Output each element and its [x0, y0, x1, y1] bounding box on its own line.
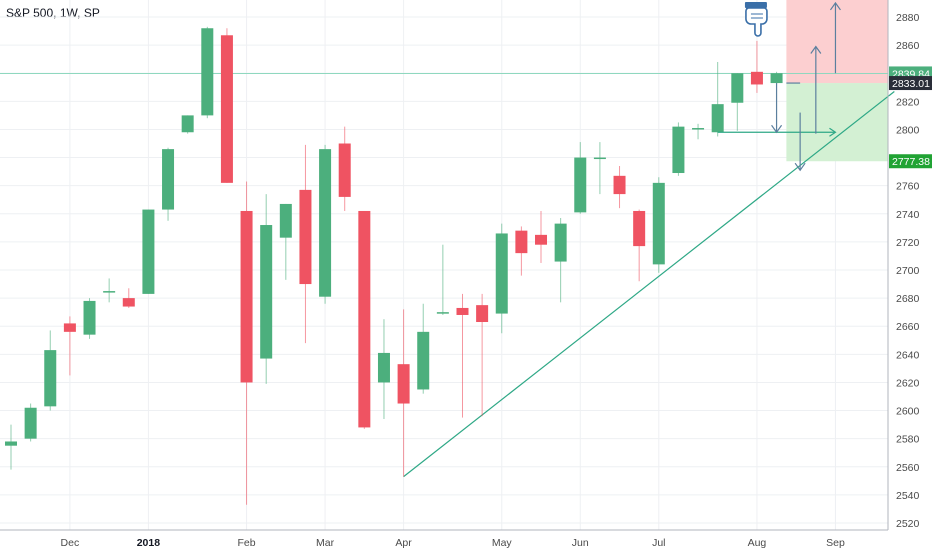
candle-up [377, 352, 390, 383]
projection-arrows [717, 1, 841, 172]
stop-zone [786, 0, 888, 84]
projection-arrowhead-up [810, 45, 822, 54]
y-tick-label: 2580 [896, 434, 920, 446]
x-tick-label: Feb [238, 537, 256, 549]
candle-up [417, 331, 430, 390]
x-tick-label: Jun [572, 537, 589, 549]
y-tick-label: 2680 [896, 293, 920, 305]
candle-up [5, 441, 17, 446]
candle-up [260, 225, 273, 359]
candle-up [279, 203, 292, 238]
y-tick-label: 2760 [896, 181, 920, 193]
candle-up [731, 73, 744, 103]
y-tick-label: 2560 [896, 462, 920, 474]
x-tick-label: Dec [61, 537, 80, 549]
pointing-hand-shape [744, 2, 768, 37]
y-tick-label: 2620 [896, 377, 920, 389]
y-tick-label: 2540 [896, 490, 920, 502]
candle-down [535, 234, 548, 245]
candle-up [436, 312, 449, 314]
y-tick-label: 2880 [896, 12, 920, 24]
candle-up [593, 157, 606, 160]
pointing-down-hand-icon [744, 2, 768, 37]
y-tick-label: 2820 [896, 96, 920, 108]
candles-layer [5, 26, 783, 505]
price-tag-label: 2777.38 [892, 156, 930, 168]
y-tick-label: 2740 [896, 209, 920, 221]
hand-cuff [744, 2, 767, 8]
candle-down [397, 364, 410, 404]
candle-up [162, 149, 175, 210]
candle-up [770, 73, 783, 84]
candle-down [122, 298, 135, 307]
price-tag-target [889, 154, 932, 169]
candle-up [495, 233, 508, 314]
price-axis[interactable]: 2520 2540 2560 2580 2600 2620 2640 2660 2680 2700… [887, 0, 920, 530]
time-axis[interactable]: Dec 2018 Feb Mar Apr May Jun Jul Aug Sep [0, 529, 888, 549]
candle-up [319, 149, 332, 297]
candle-down [515, 230, 528, 254]
projection-base-arrowhead [829, 127, 837, 137]
candle-up [201, 28, 214, 116]
candle-up [692, 128, 705, 130]
target-zones [786, 0, 888, 162]
projection-arrowhead-up [829, 1, 841, 11]
candle-up [181, 115, 194, 133]
x-tick-label: Aug [748, 537, 767, 549]
projection-arrowhead-down [794, 162, 806, 172]
x-tick-label: 2018 [137, 537, 161, 549]
x-tick-label: Sep [826, 537, 845, 549]
drawn-lines [0, 72, 895, 478]
candle-down [476, 305, 489, 323]
candle-down [613, 175, 626, 195]
candle-up [142, 209, 155, 294]
price-tag-label: 2833.01 [892, 78, 930, 90]
y-tick-label: 2800 [896, 124, 920, 136]
y-tick-label: 2660 [896, 321, 920, 333]
candle-down [240, 210, 253, 383]
x-tick-label: Apr [395, 537, 412, 549]
candle-down [299, 189, 312, 285]
price-tag-level [889, 76, 932, 91]
y-tick-label: 2600 [896, 406, 920, 418]
hand-outline [745, 7, 768, 37]
x-tick-label: Jul [652, 537, 665, 549]
candle-up [24, 407, 37, 439]
target-zone [786, 83, 888, 162]
y-tick-label: 2860 [896, 40, 920, 52]
candle-up [652, 182, 665, 265]
x-tick-label: Mar [316, 537, 335, 549]
candle-down [633, 210, 646, 247]
projection-arrowhead-down [771, 124, 783, 134]
candle-down [358, 210, 371, 428]
y-tick-label: 2720 [896, 237, 920, 249]
candle-up [44, 350, 57, 407]
candle-up [554, 223, 567, 262]
candle-down [63, 323, 76, 332]
candle-down [456, 307, 469, 315]
candle-up [711, 104, 724, 133]
candle-up [672, 126, 685, 174]
candle-up [83, 300, 96, 335]
y-tick-label: 2640 [896, 349, 920, 361]
candle-up [103, 291, 116, 293]
y-tick-label: 2700 [896, 265, 920, 277]
candle-down [338, 143, 351, 197]
y-tick-label: 2520 [896, 518, 920, 530]
candle-up [574, 157, 587, 213]
candle-down [750, 71, 763, 85]
candle-down [220, 35, 233, 183]
x-tick-label: May [492, 537, 513, 549]
trendline [403, 91, 895, 478]
